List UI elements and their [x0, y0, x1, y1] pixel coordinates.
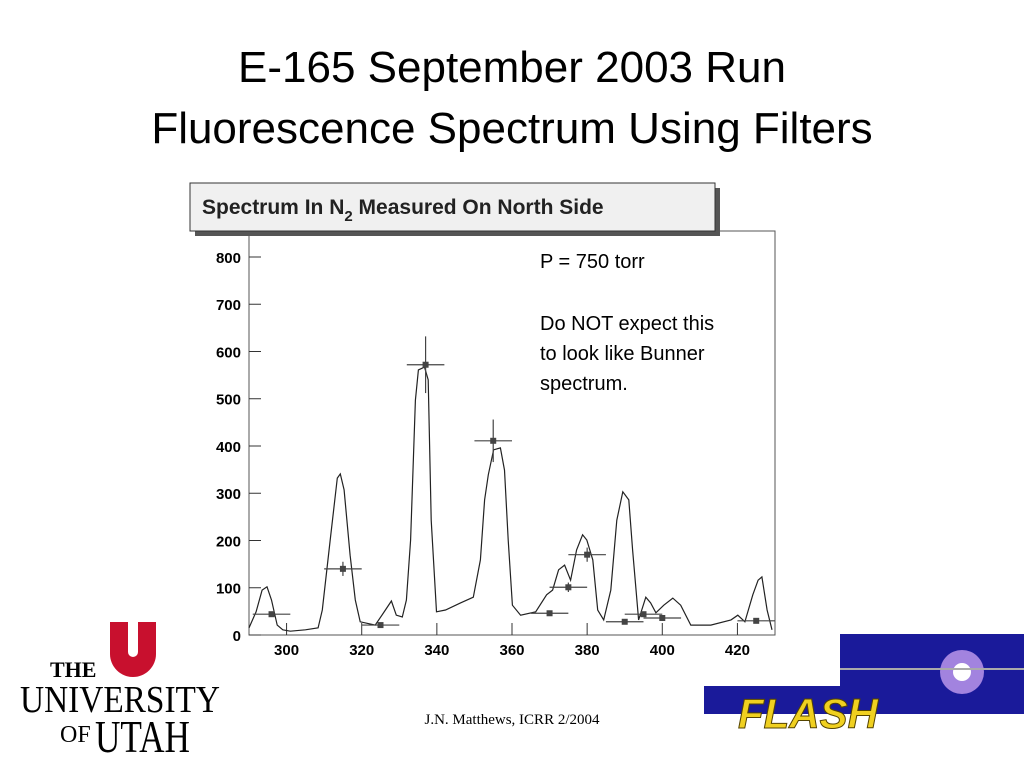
y-tick-label: 200: [216, 533, 241, 550]
chart: Spectrum In N2 Measured On North Side P …: [189, 182, 776, 659]
annotation: Do NOT expect this: [540, 313, 714, 335]
y-tick-label: 100: [216, 581, 241, 598]
flash-logo: FLASH: [704, 634, 1024, 738]
data-point: [659, 614, 666, 621]
footer: J.N. Matthews, ICRR 2/2004: [424, 712, 600, 728]
chart-title-box: [189, 182, 716, 232]
x-tick-label: 300: [274, 642, 299, 659]
data-point: [584, 551, 591, 558]
chart-title: Spectrum In N2 Measured On North Side: [202, 196, 604, 225]
y-tick-label: 0: [233, 628, 241, 645]
slide-title: Fluorescence Spectrum Using Filters: [151, 104, 872, 153]
chart-title: Spectrum In N: [202, 196, 344, 219]
y-tick-label: 700: [216, 297, 241, 314]
chart-title: Measured On North Side: [353, 196, 604, 219]
data-point: [490, 437, 497, 444]
spectrum-line: [248, 366, 773, 632]
y-tick-label: 600: [216, 344, 241, 361]
x-tick-label: 380: [575, 642, 600, 659]
x-tick-label: 400: [650, 642, 675, 659]
y-tick-label: 400: [216, 439, 241, 456]
annotation: spectrum.: [540, 373, 628, 395]
data-point: [268, 611, 275, 618]
y-tick-label: 300: [216, 486, 241, 503]
y-tick-label: 800: [216, 250, 241, 267]
plot-frame: [248, 230, 776, 636]
y-tick-label: 500: [216, 392, 241, 409]
x-tick-label: 360: [499, 642, 524, 659]
data-point: [753, 617, 760, 624]
data-point: [377, 622, 384, 629]
flash-glow: [953, 663, 971, 681]
utah-logo-text: THE: [50, 657, 96, 682]
utah-logo: THE UNIVERSITY OF UTAH: [20, 622, 220, 762]
data-point: [546, 610, 553, 617]
utah-logo-mark: [110, 622, 156, 677]
x-tick-label: 320: [349, 642, 374, 659]
data-point: [422, 361, 429, 368]
x-tick-label: 420: [725, 642, 750, 659]
data-point: [621, 618, 628, 625]
x-tick-label: 340: [424, 642, 449, 659]
utah-logo-text: OF: [60, 722, 91, 748]
flash-text: FLASH: [738, 690, 880, 737]
utah-logo-text: UNIVERSITY: [20, 679, 220, 721]
annotation: to look like Bunner: [540, 343, 705, 365]
annotation: P = 750 torr: [540, 251, 645, 273]
data-point: [640, 611, 647, 618]
slide-title: E-165 September 2003 Run: [238, 43, 786, 92]
chart-title-subscript: 2: [344, 208, 352, 225]
utah-logo-text: UTAH: [95, 711, 190, 762]
data-point: [565, 584, 572, 591]
data-point: [339, 565, 346, 572]
